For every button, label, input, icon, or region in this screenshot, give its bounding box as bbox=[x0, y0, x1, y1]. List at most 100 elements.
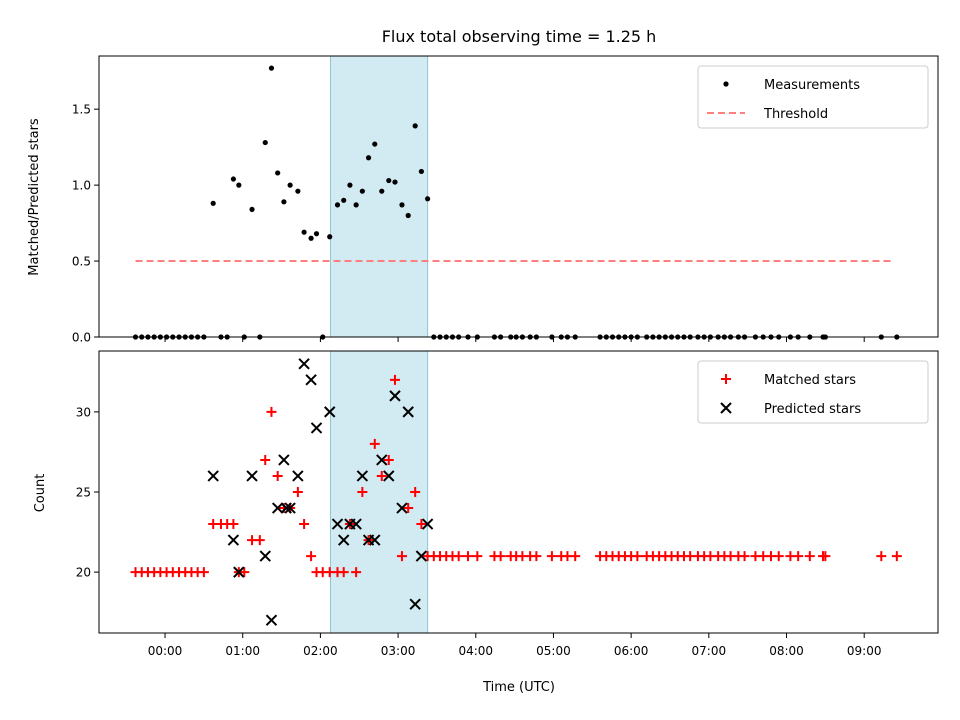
measurement-point bbox=[230, 176, 236, 182]
predicted-star-marker bbox=[396, 502, 408, 514]
y-tick-label: 1.5 bbox=[72, 103, 91, 117]
x-tick-label: 01:00 bbox=[225, 644, 260, 658]
predicted-star-marker bbox=[350, 518, 362, 530]
top-panel: 0.0 0.5 1.0 1.5 Measurements Threshold bbox=[72, 55, 939, 345]
matched-star-marker bbox=[416, 519, 427, 530]
measurement-point bbox=[412, 123, 418, 129]
matched-star-marker bbox=[804, 551, 815, 562]
matched-star-marker bbox=[198, 567, 209, 578]
predicted-star-marker bbox=[265, 614, 278, 626]
predicted-star-marker bbox=[409, 598, 421, 610]
measurement-point bbox=[372, 141, 378, 147]
predicted-star-marker bbox=[271, 502, 284, 514]
matched-star-marker bbox=[876, 551, 887, 562]
matched-star-marker bbox=[357, 487, 368, 497]
y-tick-label: 30 bbox=[76, 405, 91, 419]
matched-star-marker bbox=[891, 551, 902, 562]
predicted-star-marker bbox=[331, 518, 344, 530]
matched-star-marker bbox=[254, 535, 265, 546]
measurement-point bbox=[386, 177, 392, 184]
matched-star-marker bbox=[773, 551, 784, 562]
measurement-point bbox=[425, 196, 431, 202]
measurement-point bbox=[281, 199, 287, 205]
plot-frame bbox=[98, 55, 939, 338]
x-tick-label: 02:00 bbox=[303, 644, 338, 658]
matched-star-marker bbox=[376, 470, 387, 481]
predicted-star-marker bbox=[376, 454, 388, 466]
top-y-axis-label: Matched/Predicted stars bbox=[27, 118, 42, 276]
observing-span bbox=[330, 55, 429, 338]
matched-star-marker bbox=[495, 551, 506, 562]
predicted-star-marker bbox=[415, 550, 428, 562]
measurement-point bbox=[308, 235, 314, 241]
bottom-panel: 20 25 30 00:00 01:00 02:00 03:00 04:00 05:00 06:0… bbox=[76, 350, 939, 658]
measurement-point bbox=[405, 212, 411, 219]
measurement-point bbox=[392, 179, 398, 185]
chart-title: Flux total observing time = 1.25 h bbox=[382, 27, 657, 46]
legend-label: Threshold bbox=[763, 107, 828, 122]
bottom-y-axis-label: Count bbox=[33, 474, 48, 513]
predicted-star-marker bbox=[338, 534, 350, 546]
measurement-point bbox=[295, 188, 301, 194]
predicted-star-marker bbox=[233, 566, 245, 578]
matched-star-marker bbox=[410, 487, 421, 497]
predicted-star-marker bbox=[310, 422, 323, 434]
legend-label: Measurements bbox=[764, 78, 860, 93]
matched-star-marker bbox=[266, 406, 277, 417]
matched-star-marker bbox=[260, 454, 271, 465]
predicted-star-marker bbox=[278, 454, 290, 466]
predicted-star-marker bbox=[292, 470, 304, 482]
x-tick-label: 06:00 bbox=[614, 644, 649, 658]
matched-star-marker bbox=[351, 567, 362, 578]
matched-star-marker bbox=[531, 551, 542, 562]
measurement-point bbox=[359, 188, 365, 194]
measurement-point bbox=[334, 202, 341, 208]
measurement-point bbox=[275, 170, 281, 176]
predicted-star-marker bbox=[284, 502, 296, 514]
matched-star-marker bbox=[463, 551, 474, 562]
measurement-point bbox=[341, 197, 347, 203]
measurement-point bbox=[287, 182, 293, 188]
x-tick-label: 04:00 bbox=[458, 644, 493, 658]
x-tick-label: 03:00 bbox=[381, 644, 416, 658]
measurement-point bbox=[268, 65, 275, 71]
measurement-point bbox=[236, 182, 242, 188]
predicted-star-marker bbox=[383, 470, 395, 482]
matched-star-marker bbox=[299, 519, 310, 530]
measurement-point bbox=[399, 202, 405, 208]
predicted-star-marker bbox=[259, 550, 271, 562]
matched-star-marker bbox=[292, 487, 303, 497]
matched-star-marker bbox=[228, 519, 239, 530]
predicted-star-marker bbox=[298, 358, 310, 370]
matched-star-marker bbox=[793, 551, 804, 562]
legend-marker bbox=[720, 402, 732, 414]
predicted-star-marker bbox=[421, 518, 434, 530]
legend-marker bbox=[721, 374, 731, 384]
legend-label: Matched stars bbox=[764, 373, 856, 388]
measurement-point bbox=[347, 182, 353, 188]
measurement-point bbox=[313, 231, 320, 237]
matched-star-marker bbox=[389, 374, 400, 385]
plot-frame bbox=[98, 350, 939, 634]
legend-box bbox=[697, 65, 929, 129]
legend-label: Predicted stars bbox=[764, 402, 861, 417]
y-tick-label: 25 bbox=[76, 486, 91, 500]
matched-star-marker bbox=[403, 503, 414, 514]
predicted-star-marker bbox=[246, 470, 258, 482]
matched-star-marker bbox=[338, 567, 349, 578]
y-tick-label: 0.0 bbox=[72, 331, 91, 345]
predicted-star-marker bbox=[280, 502, 292, 514]
measurement-point bbox=[418, 168, 424, 175]
measurement-point bbox=[365, 155, 372, 161]
measurement-point bbox=[379, 188, 385, 194]
matched-star-marker bbox=[472, 551, 483, 562]
measurement-point bbox=[249, 206, 255, 213]
predicted-star-marker bbox=[402, 406, 414, 418]
x-tick-label: 08:00 bbox=[769, 644, 804, 658]
matched-star-marker bbox=[272, 470, 283, 481]
predicted-star-marker bbox=[207, 470, 219, 482]
matched-star-marker bbox=[453, 551, 464, 562]
x-tick-label: 07:00 bbox=[692, 644, 727, 658]
predicted-star-marker bbox=[389, 390, 401, 402]
